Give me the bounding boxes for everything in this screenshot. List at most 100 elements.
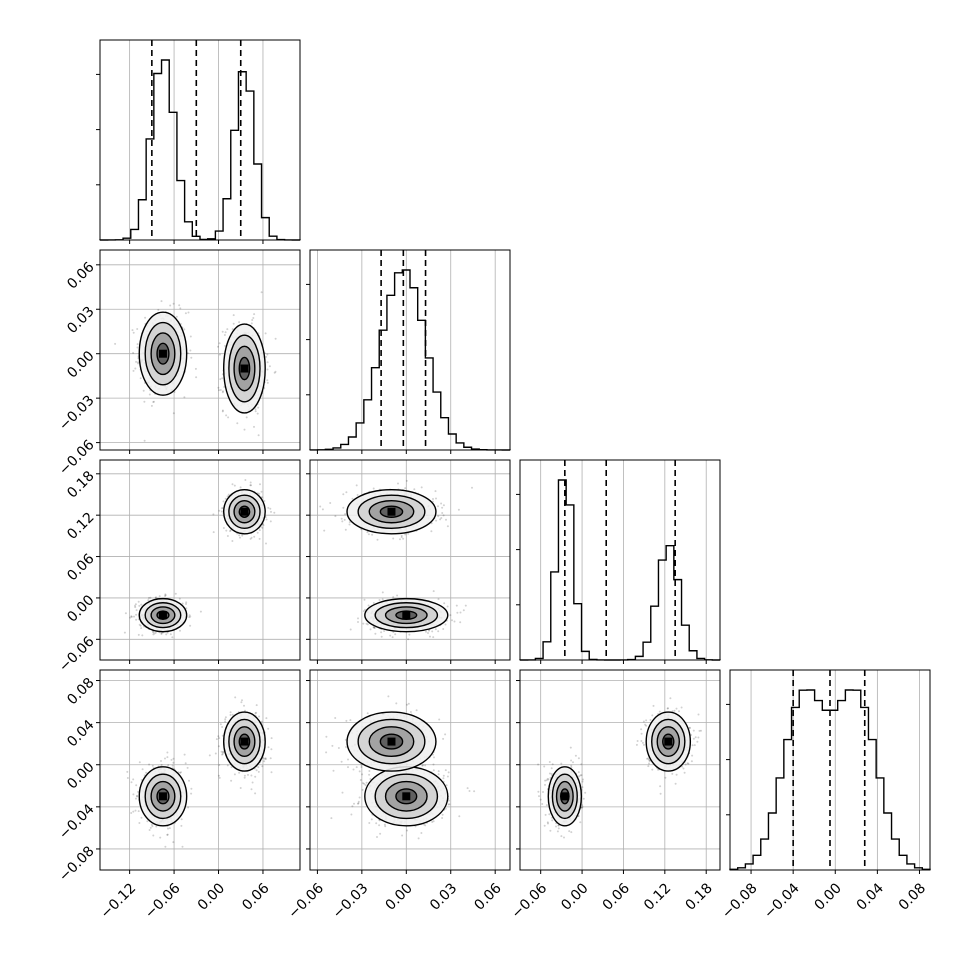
sample-point <box>392 537 395 540</box>
sample-point <box>230 779 233 782</box>
sample-point <box>132 810 135 813</box>
sample-point <box>178 304 181 307</box>
sample-point <box>194 367 197 370</box>
sample-point <box>370 818 373 821</box>
sample-point <box>260 490 263 493</box>
sample-point <box>132 369 135 372</box>
sample-point <box>253 425 255 428</box>
sample-point <box>372 602 375 604</box>
sample-point <box>126 770 129 773</box>
density-panel-3-2 <box>306 459 511 664</box>
sample-point <box>254 408 257 411</box>
sample-point <box>437 773 440 776</box>
sample-point <box>160 763 163 766</box>
sample-point <box>400 534 403 537</box>
histogram-steps <box>99 59 301 241</box>
sample-point <box>218 389 220 392</box>
sample-point <box>231 483 234 486</box>
sample-point <box>356 494 359 496</box>
sample-point <box>147 599 150 602</box>
sample-point <box>269 520 272 523</box>
sample-point <box>424 764 427 767</box>
sample-point <box>175 315 178 318</box>
sample-point <box>130 615 133 618</box>
x-tick-label: −0.04 <box>761 880 803 922</box>
x-tick-label: 0.00 <box>812 880 845 913</box>
density-peak <box>402 792 411 801</box>
sample-point <box>188 779 190 782</box>
sample-point <box>231 540 234 542</box>
sample-point <box>381 591 384 594</box>
sample-point <box>560 835 563 838</box>
sample-point <box>433 756 435 759</box>
sample-point <box>180 771 182 774</box>
sample-point <box>160 300 163 303</box>
sample-point <box>172 302 175 305</box>
sample-point <box>123 631 126 634</box>
sample-point <box>184 312 187 315</box>
sample-point <box>239 486 242 489</box>
sample-point <box>180 824 183 827</box>
sample-point <box>464 604 467 607</box>
sample-point <box>174 592 177 595</box>
sample-point <box>347 766 349 769</box>
y-tick-label: 0.00 <box>64 348 97 381</box>
sample-point <box>407 532 410 535</box>
sample-point <box>462 609 465 612</box>
sample-point <box>218 509 221 512</box>
sample-point <box>342 493 345 496</box>
sample-point <box>432 498 434 500</box>
sample-point <box>247 773 249 776</box>
sample-point <box>169 633 172 636</box>
sample-point <box>270 748 273 751</box>
y-tick-label: −0.03 <box>56 392 98 434</box>
sample-point <box>404 533 407 536</box>
sample-point <box>254 712 257 715</box>
sample-point <box>212 531 215 534</box>
sample-point <box>263 760 266 763</box>
sample-point <box>358 796 361 799</box>
sample-point <box>368 773 371 776</box>
sample-point <box>167 764 170 767</box>
sample-point <box>126 777 129 779</box>
sample-point <box>429 635 431 638</box>
sample-point <box>234 696 237 699</box>
sample-point <box>437 598 440 601</box>
sample-point <box>258 537 261 540</box>
sample-point <box>224 344 227 347</box>
y-tick-label: −0.08 <box>56 843 98 885</box>
histogram-steps <box>309 269 511 451</box>
sample-point <box>259 483 261 486</box>
density-panel-2-1: −0.06−0.030.000.030.06 <box>56 249 301 479</box>
sample-point <box>218 737 221 740</box>
sample-point <box>155 596 157 599</box>
sample-point <box>143 400 146 403</box>
sample-point <box>160 632 163 635</box>
sample-point <box>435 519 438 522</box>
x-tick-label: 0.00 <box>383 880 416 913</box>
sample-point <box>387 695 390 698</box>
sample-point <box>221 330 224 333</box>
sample-point <box>239 787 242 789</box>
sample-point <box>166 631 169 634</box>
sample-point <box>218 342 221 345</box>
sample-point <box>329 502 332 504</box>
sample-point <box>227 416 230 419</box>
sample-point <box>265 717 268 720</box>
sample-point <box>217 345 219 348</box>
sample-point <box>133 615 135 618</box>
sample-point <box>217 386 220 389</box>
sample-point <box>266 381 269 384</box>
sample-point <box>251 319 254 321</box>
sample-point <box>570 759 573 762</box>
sample-point <box>443 602 446 605</box>
sample-point <box>442 777 445 780</box>
sample-point <box>254 410 257 413</box>
x-tick-label: 0.03 <box>427 880 460 913</box>
sample-point <box>132 778 135 781</box>
sample-point <box>368 822 371 824</box>
sample-point <box>257 766 260 769</box>
sample-point <box>149 826 152 829</box>
sample-point <box>440 502 443 505</box>
sample-point <box>341 520 344 523</box>
